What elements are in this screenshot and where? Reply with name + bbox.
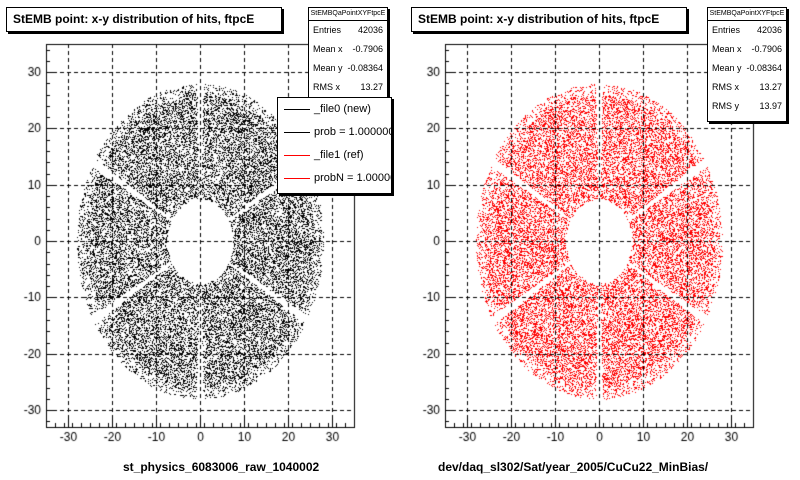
right-stats-row-meanx: Mean x -0.7906 <box>712 44 782 54</box>
legend-item-probn: probN = 1.000000 <box>278 167 391 190</box>
left-stats-row-meanx: Mean x -0.7906 <box>313 44 383 54</box>
legend-line-black <box>284 132 310 133</box>
right-stats-row-entries: Entries 42036 <box>712 25 782 35</box>
right-plot-title: StEMB point: x-y distribution of hits, f… <box>411 7 687 32</box>
left-stats-title: StEMBQaPointXYFtpcE <box>309 8 387 21</box>
legend-line-red <box>284 178 310 179</box>
legend-item-file0: _file0 (new) <box>278 98 391 121</box>
legend-line-red <box>284 155 310 156</box>
right-stats-row-meany: Mean y -0.08364 <box>712 63 782 73</box>
left-stats-row-meany: Mean y -0.08364 <box>313 63 383 73</box>
legend-line-black <box>284 109 310 110</box>
right-stats-row-rmsy: RMS y 13.97 <box>712 101 782 111</box>
right-stats-title: StEMBQaPointXYFtpcE <box>708 8 786 21</box>
left-plot-title: StEMB point: x-y distribution of hits, f… <box>6 7 282 32</box>
legend-item-prob: prob = 1.000000 <box>278 121 391 144</box>
left-footer-label: st_physics_6083006_raw_1040002 <box>123 460 320 474</box>
right-footer-label: dev/daq_sl302/Sat/year_2005/CuCu22_MinBi… <box>438 460 709 474</box>
right-stats-box: StEMBQaPointXYFtpcE Entries 42036 Mean x-… <box>707 7 787 122</box>
left-legend: _file0 (new) prob = 1.000000 _file1 (ref… <box>277 97 392 194</box>
left-stats-row-entries: Entries 42036 <box>313 25 383 35</box>
left-stats-box: StEMBQaPointXYFtpcE Entries 42036 Mean x-… <box>308 7 388 107</box>
legend-item-file1: _file1 (ref) <box>278 144 391 167</box>
left-stats-row-rmsx: RMS x 13.27 <box>313 82 383 92</box>
right-stats-row-rmsx: RMS x 13.27 <box>712 82 782 92</box>
